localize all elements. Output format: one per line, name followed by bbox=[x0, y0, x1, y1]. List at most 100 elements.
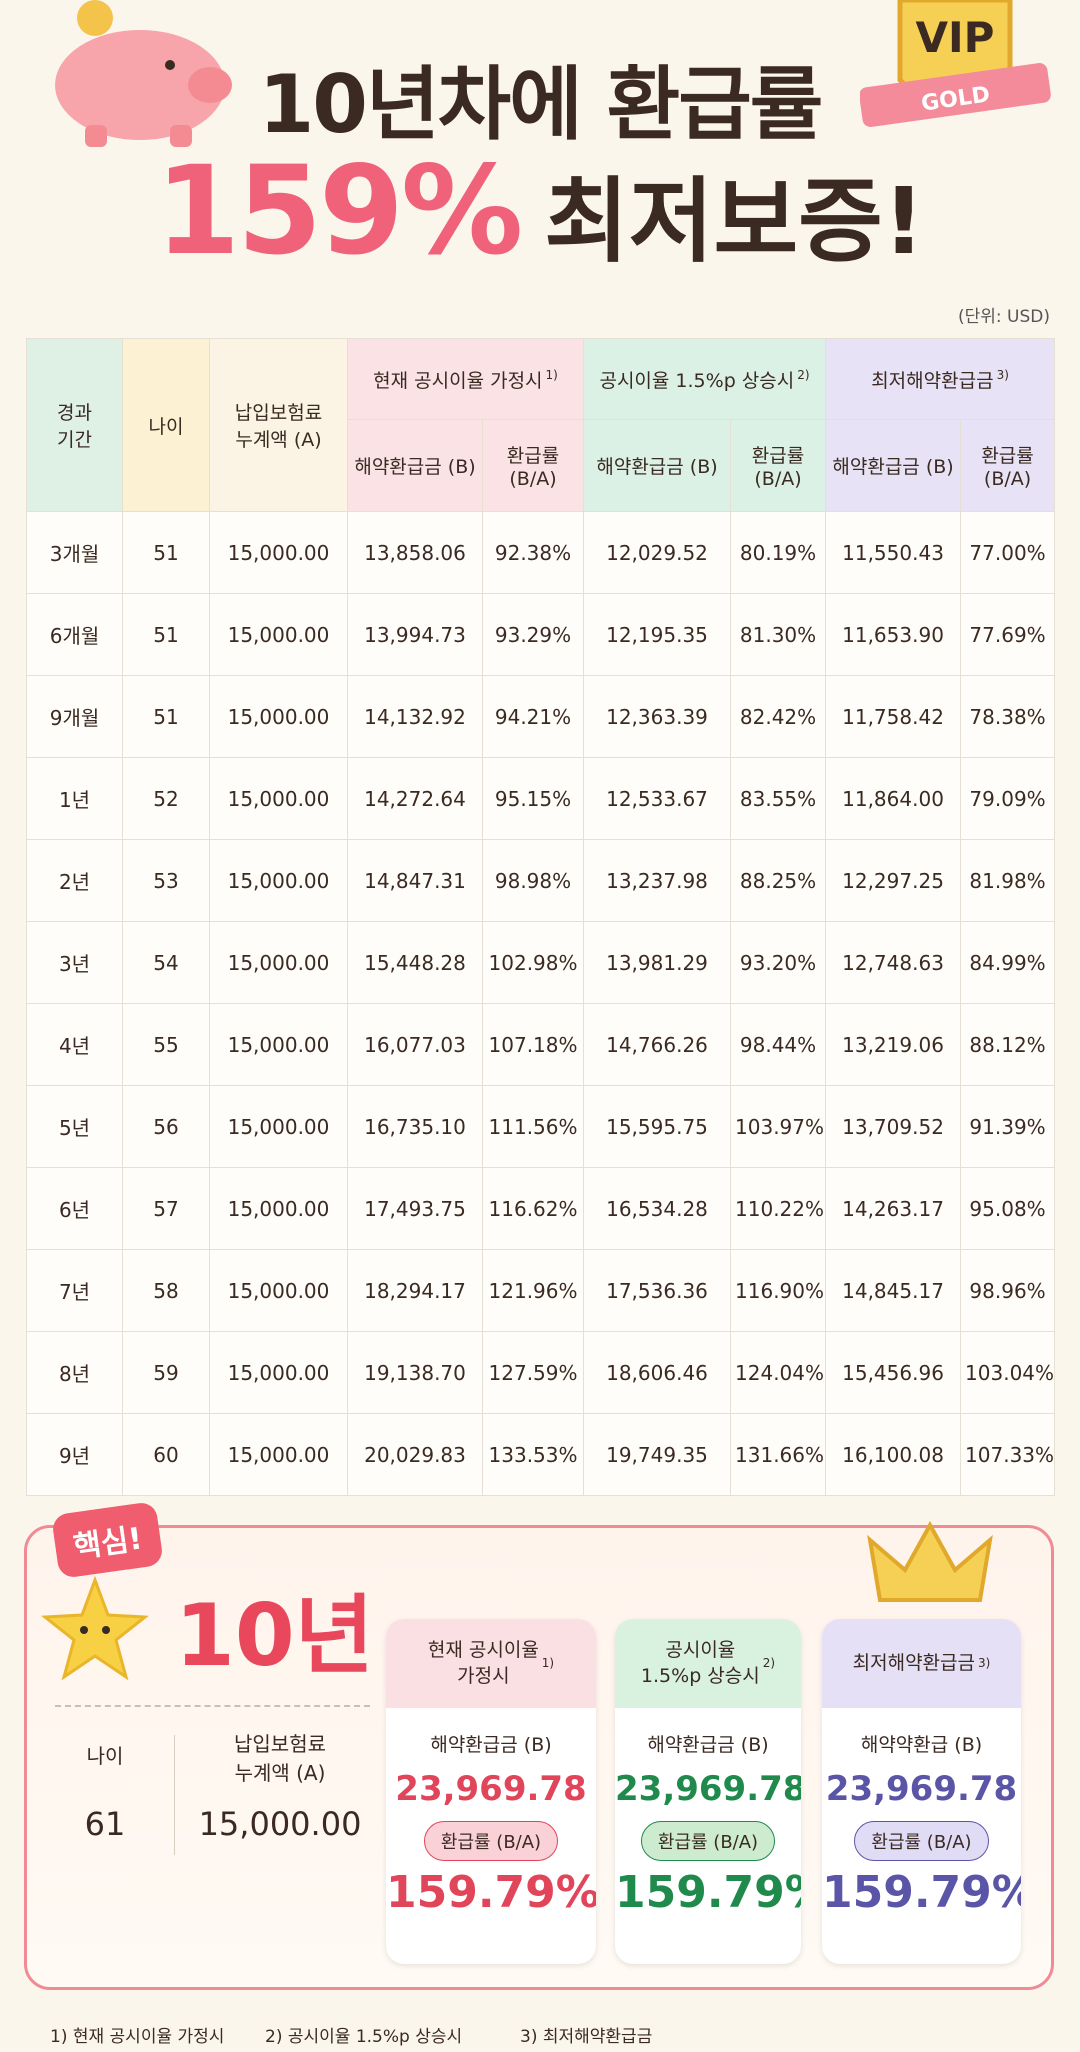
amount-value: 23,969.78 bbox=[395, 1769, 587, 1809]
rate-label: 환급률 (B/A) bbox=[854, 1821, 989, 1861]
table-cell: 15,000.00 bbox=[209, 757, 348, 840]
table-cell: 82.42% bbox=[730, 675, 827, 758]
rate-value: 159.79% bbox=[615, 1867, 801, 1918]
table-cell: 3개월 bbox=[26, 511, 123, 594]
footnote-ref: 3) bbox=[978, 1656, 991, 1671]
rate-label: 환급률 (B/A) bbox=[640, 1821, 776, 1861]
card-title: 공시이율 1.5%p 상승시 bbox=[640, 1638, 760, 1687]
table-cell: 16,735.10 bbox=[347, 1085, 483, 1168]
table-cell: 20,029.83 bbox=[347, 1413, 483, 1496]
table-cell: 116.62% bbox=[481, 1167, 585, 1250]
divider bbox=[55, 1705, 370, 1707]
premium-value: 15,000.00 bbox=[198, 1805, 362, 1843]
title-rest: 최저보증! bbox=[544, 168, 925, 275]
table-cell: 95.08% bbox=[960, 1167, 1056, 1250]
title-line2: 159% 최저보증! bbox=[0, 140, 1080, 282]
group-label: 공시이율 1.5%p 상승시 bbox=[599, 369, 795, 392]
table-row: 9년 60 15,000.00 20,029.83 133.53% 19,749.35 13… bbox=[26, 1413, 1056, 1496]
refund-table: 경과 기간 나이 납입보험료 누계액 (A) 현재 공시이율 가정시 1) 공시이율 1.… bbox=[26, 338, 1056, 1496]
amount-value: 23,969.78 bbox=[825, 1769, 1018, 1809]
table-cell: 52 bbox=[122, 757, 210, 840]
group-header: 최저해약환급금 3) bbox=[825, 338, 1056, 420]
table-cell: 7년 bbox=[26, 1249, 123, 1332]
table-cell: 91.39% bbox=[960, 1085, 1056, 1168]
table-cell: 6개월 bbox=[26, 593, 123, 676]
vip-badge-icon: VIP GOLD bbox=[860, 0, 1051, 127]
table-cell: 13,994.73 bbox=[347, 593, 483, 676]
table-cell: 55 bbox=[122, 1003, 210, 1086]
table-cell: 4년 bbox=[26, 1003, 123, 1086]
table-cell: 9년 bbox=[26, 1413, 123, 1496]
table-cell: 56 bbox=[122, 1085, 210, 1168]
table-cell: 15,448.28 bbox=[347, 921, 483, 1004]
table-cell: 15,456.96 bbox=[825, 1331, 962, 1414]
table-cell: 88.25% bbox=[730, 839, 827, 922]
table-cell: 102.98% bbox=[481, 921, 585, 1004]
table-cell: 14,845.17 bbox=[825, 1249, 962, 1332]
table-cell: 77.00% bbox=[960, 511, 1056, 594]
footnote-ref: 1) bbox=[545, 368, 558, 383]
table-cell: 93.29% bbox=[481, 593, 585, 676]
sub-header: 해약환급금 (B) bbox=[825, 419, 962, 512]
group-label: 현재 공시이율 가정시 bbox=[373, 369, 543, 392]
table-cell: 111.56% bbox=[481, 1085, 585, 1168]
sub-header-row: 해약환급금 (B) 환급률 (B/A) 해약환급금 (B) 환급률 (B/A) 해약환급… bbox=[27, 419, 1056, 512]
amount-label: 해약약환급 (B) bbox=[860, 1734, 983, 1756]
table-cell: 19,749.35 bbox=[583, 1413, 732, 1496]
table-cell: 13,709.52 bbox=[825, 1085, 962, 1168]
table-cell: 15,000.00 bbox=[209, 1003, 348, 1086]
vip-text: VIP bbox=[916, 13, 995, 62]
table-cell: 77.69% bbox=[960, 593, 1056, 676]
table-row: 3년 54 15,000.00 15,448.28 102.98% 13,981.29 93… bbox=[26, 921, 1056, 1004]
header-row: 경과 기간 나이 납입보험료 누계액 (A) 현재 공시이율 가정시 1) 공시이율 1.… bbox=[26, 338, 1056, 512]
table-row: 4년 55 15,000.00 16,077.03 107.18% 14,766.26 98… bbox=[26, 1003, 1056, 1086]
table-row: 9개월 51 15,000.00 14,132.92 94.21% 12,363.39 82… bbox=[26, 675, 1056, 758]
group-header: 공시이율 1.5%p 상승시 2) bbox=[583, 338, 827, 420]
table-cell: 18,294.17 bbox=[347, 1249, 483, 1332]
sub-header: 해약환급금 (B) bbox=[347, 419, 483, 512]
column-header: 나이 bbox=[122, 338, 210, 512]
table-cell: 15,000.00 bbox=[209, 1413, 348, 1496]
summary-card: 현재 공시이율 가정시 1) 해약환급금 (B) 23,969.78 환급률 (B/A)… bbox=[386, 1619, 596, 1964]
table-cell: 12,533.67 bbox=[583, 757, 732, 840]
card-title: 최저해약환급금 bbox=[852, 1651, 976, 1674]
table-cell: 6년 bbox=[26, 1167, 123, 1250]
table-cell: 116.90% bbox=[730, 1249, 827, 1332]
table-cell: 60 bbox=[122, 1413, 210, 1496]
table-cell: 11,758.42 bbox=[825, 675, 962, 758]
table-cell: 1년 bbox=[26, 757, 123, 840]
table-cell: 17,536.36 bbox=[583, 1249, 732, 1332]
table-cell: 12,748.63 bbox=[825, 921, 962, 1004]
table-cell: 58 bbox=[122, 1249, 210, 1332]
table-cell: 9개월 bbox=[26, 675, 123, 758]
table-cell: 103.97% bbox=[730, 1085, 827, 1168]
table-cell: 14,766.26 bbox=[583, 1003, 732, 1086]
footnote-ref: 2) bbox=[762, 1656, 776, 1671]
table-cell: 11,864.00 bbox=[825, 757, 962, 840]
group-header: 현재 공시이율 가정시 1) bbox=[346, 338, 585, 420]
age-label: 나이 bbox=[86, 1744, 124, 1768]
table-cell: 15,000.00 bbox=[209, 1085, 348, 1168]
table-cell: 15,000.00 bbox=[209, 1331, 348, 1414]
table-cell: 98.98% bbox=[481, 839, 585, 922]
period: 10년 bbox=[175, 1586, 374, 1686]
footnote-ref: 3) bbox=[996, 368, 1009, 383]
footnote: 1) 현재 공시이율 가정시 bbox=[50, 2027, 225, 2047]
table-cell: 95.15% bbox=[481, 757, 585, 840]
table-cell: 107.33% bbox=[960, 1413, 1056, 1496]
card-header: 최저해약환급금 3) bbox=[822, 1619, 1021, 1708]
table-cell: 57 bbox=[122, 1167, 210, 1250]
table-cell: 15,000.00 bbox=[209, 839, 348, 922]
footnote-ref: 2) bbox=[797, 368, 810, 383]
table-cell: 131.66% bbox=[730, 1413, 827, 1496]
table-cell: 121.96% bbox=[481, 1249, 585, 1332]
table-cell: 53 bbox=[122, 839, 210, 922]
rate-value: 159.79% bbox=[386, 1867, 596, 1918]
table-cell: 15,595.75 bbox=[583, 1085, 732, 1168]
table-cell: 93.20% bbox=[730, 921, 827, 1004]
table-cell: 13,219.06 bbox=[825, 1003, 962, 1086]
sub-header: 환급률 (B/A) bbox=[730, 419, 827, 512]
table-cell: 79.09% bbox=[960, 757, 1056, 840]
table-cell: 103.04% bbox=[960, 1331, 1056, 1414]
